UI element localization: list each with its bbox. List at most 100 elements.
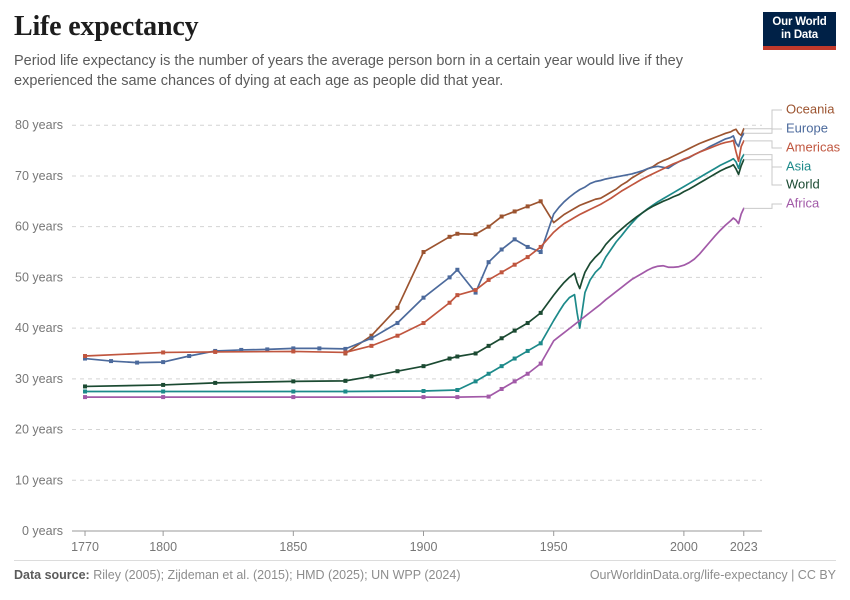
line-chart[interactable]: 0 years 10 years 20 years 30 years 40 years 5… bbox=[0, 96, 850, 556]
data-point-marker bbox=[538, 361, 543, 366]
data-point-marker bbox=[369, 343, 374, 348]
data-point-marker bbox=[525, 255, 530, 260]
data-point-marker bbox=[343, 346, 348, 351]
y-axis-tick-label: 70 years bbox=[15, 169, 63, 183]
chart-header: Life expectancy Period life expectancy i… bbox=[14, 11, 744, 92]
series-line-americas[interactable] bbox=[84, 139, 745, 357]
x-axis-tick-label: 2023 bbox=[730, 540, 758, 554]
chart-area[interactable]: 0 years 10 years 20 years 30 years 40 years 5… bbox=[0, 96, 850, 556]
data-point-marker bbox=[395, 321, 400, 326]
data-point-marker bbox=[486, 224, 491, 229]
data-point-marker bbox=[455, 267, 460, 272]
data-point-marker bbox=[473, 379, 478, 384]
data-point-marker bbox=[538, 341, 543, 346]
series-line-world[interactable] bbox=[84, 158, 745, 388]
data-point-marker bbox=[512, 328, 517, 333]
owid-logo-line1: Our World bbox=[772, 16, 827, 29]
y-axis-tick-label: 50 years bbox=[15, 270, 63, 284]
data-point-marker bbox=[291, 395, 296, 400]
data-point-marker bbox=[455, 387, 460, 392]
data-point-marker bbox=[343, 389, 348, 394]
data-point-marker bbox=[213, 380, 218, 385]
owid-logo[interactable]: Our World in Data bbox=[763, 12, 836, 50]
data-point-marker bbox=[447, 234, 452, 239]
data-point-marker bbox=[135, 360, 140, 365]
data-point-marker bbox=[161, 382, 166, 387]
data-point-marker bbox=[447, 275, 452, 280]
data-point-marker bbox=[343, 350, 348, 355]
data-point-marker bbox=[512, 209, 517, 214]
data-point-marker bbox=[83, 356, 88, 361]
data-point-marker bbox=[83, 389, 88, 394]
data-point-marker bbox=[473, 232, 478, 237]
data-point-marker bbox=[369, 333, 374, 338]
x-axis-tick-label: 2000 bbox=[670, 540, 698, 554]
legend-leader-line bbox=[743, 154, 782, 168]
data-point-marker bbox=[161, 360, 166, 365]
data-point-marker bbox=[455, 293, 460, 298]
data-point-marker bbox=[395, 305, 400, 310]
x-axis-tick-label: 1900 bbox=[410, 540, 438, 554]
legend-label-oceania[interactable]: Oceania bbox=[786, 101, 835, 116]
data-point-marker bbox=[109, 359, 114, 364]
data-point-marker bbox=[291, 379, 296, 384]
legend-leader-line bbox=[743, 140, 782, 149]
data-point-marker bbox=[421, 389, 426, 394]
x-axis-tick-label: 1800 bbox=[149, 540, 177, 554]
data-point-marker bbox=[499, 336, 504, 341]
data-point-marker bbox=[161, 389, 166, 394]
data-point-marker bbox=[538, 244, 543, 249]
data-point-marker bbox=[83, 354, 88, 359]
data-point-marker bbox=[512, 237, 517, 242]
data-source-text: Riley (2005); Zijdeman et al. (2015); HM… bbox=[93, 568, 461, 582]
y-axis-tick-label: 0 years bbox=[22, 524, 63, 538]
data-point-marker bbox=[538, 199, 543, 204]
legend-label-europe[interactable]: Europe bbox=[786, 120, 828, 135]
data-point-marker bbox=[499, 247, 504, 252]
data-point-marker bbox=[525, 204, 530, 209]
data-point-marker bbox=[499, 364, 504, 369]
data-point-marker bbox=[473, 351, 478, 356]
data-point-marker bbox=[421, 250, 426, 255]
y-axis-tick-label: 60 years bbox=[15, 220, 63, 234]
data-point-marker bbox=[525, 321, 530, 326]
data-point-marker bbox=[265, 347, 270, 352]
y-axis-tick-label: 40 years bbox=[15, 321, 63, 335]
owid-logo-line2: in Data bbox=[781, 29, 818, 41]
legend-label-world[interactable]: World bbox=[786, 176, 820, 191]
data-point-marker bbox=[421, 321, 426, 326]
series-line-oceania[interactable] bbox=[344, 127, 745, 355]
data-point-marker bbox=[499, 386, 504, 391]
data-point-marker bbox=[455, 395, 460, 400]
data-point-marker bbox=[421, 364, 426, 369]
data-point-marker bbox=[83, 384, 88, 389]
data-point-marker bbox=[187, 354, 192, 359]
x-axis-tick-label: 1850 bbox=[279, 540, 307, 554]
data-point-marker bbox=[317, 346, 322, 351]
legend-leader-line bbox=[743, 159, 782, 186]
data-point-marker bbox=[455, 354, 460, 359]
data-point-marker bbox=[447, 300, 452, 305]
legend-label-americas[interactable]: Americas bbox=[786, 139, 841, 154]
data-point-marker bbox=[369, 374, 374, 379]
page-title: Life expectancy bbox=[14, 11, 199, 42]
x-axis-tick-label: 1950 bbox=[540, 540, 568, 554]
legend-leader-line bbox=[743, 203, 782, 209]
data-point-marker bbox=[512, 356, 517, 361]
data-point-marker bbox=[486, 371, 491, 376]
data-point-marker bbox=[447, 356, 452, 361]
legend-label-asia[interactable]: Asia bbox=[786, 158, 812, 173]
legend-leader-line bbox=[743, 109, 782, 130]
attribution-link[interactable]: OurWorldinData.org/life-expectancy | CC … bbox=[589, 568, 836, 582]
data-point-marker bbox=[161, 350, 166, 355]
data-point-marker bbox=[525, 348, 530, 353]
series-line-africa[interactable] bbox=[84, 207, 745, 398]
data-point-marker bbox=[369, 336, 374, 341]
series-line-asia[interactable] bbox=[84, 153, 745, 393]
data-point-marker bbox=[213, 349, 218, 354]
legend-label-africa[interactable]: Africa bbox=[786, 195, 820, 210]
data-point-marker bbox=[512, 262, 517, 267]
footer-divider bbox=[14, 560, 836, 561]
data-source-label: Data source: bbox=[14, 568, 90, 582]
